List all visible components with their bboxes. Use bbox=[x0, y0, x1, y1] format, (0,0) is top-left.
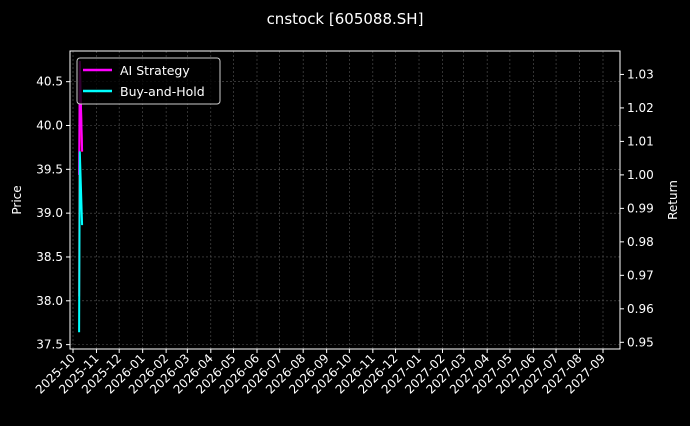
y-tick-label-right: 1.02 bbox=[627, 101, 654, 115]
ticks: 2025-102025-112025-122026-012026-022026-… bbox=[33, 67, 654, 396]
plot-frame bbox=[69, 50, 621, 350]
y-tick-label-left: 39.0 bbox=[36, 206, 63, 220]
y-tick-label-left: 37.5 bbox=[36, 338, 63, 352]
y-tick-label-right: 1.00 bbox=[627, 168, 654, 182]
y-tick-label-left: 40.0 bbox=[36, 119, 63, 133]
series-line-buy-and-hold bbox=[78, 151, 84, 333]
y-axis-label-left: Price bbox=[10, 185, 24, 214]
legend-box bbox=[76, 57, 221, 105]
y-tick-label-right: 0.97 bbox=[627, 268, 654, 282]
y-axis-label-right: Return bbox=[666, 180, 680, 220]
y-tick-label-right: 0.98 bbox=[627, 235, 654, 249]
y-tick-label-left: 38.0 bbox=[36, 294, 63, 308]
y-tick-label-right: 0.99 bbox=[627, 201, 654, 215]
legend-label-buy-and-hold: Buy-and-Hold bbox=[120, 84, 205, 99]
chart-title: cnstock [605088.SH] bbox=[267, 10, 424, 28]
y-tick-label-left: 38.5 bbox=[36, 250, 63, 264]
legend-label-ai-strategy: AI Strategy bbox=[120, 63, 190, 78]
y-tick-label-left: 40.5 bbox=[36, 75, 63, 89]
y-tick-label-right: 1.03 bbox=[627, 67, 654, 81]
y-tick-label-left: 39.5 bbox=[36, 162, 63, 176]
y-tick-label-right: 1.01 bbox=[627, 134, 654, 148]
y-tick-label-right: 0.95 bbox=[627, 335, 654, 349]
y-tick-label-right: 0.96 bbox=[627, 302, 654, 316]
legend: AI Strategy Buy-and-Hold bbox=[76, 57, 221, 105]
